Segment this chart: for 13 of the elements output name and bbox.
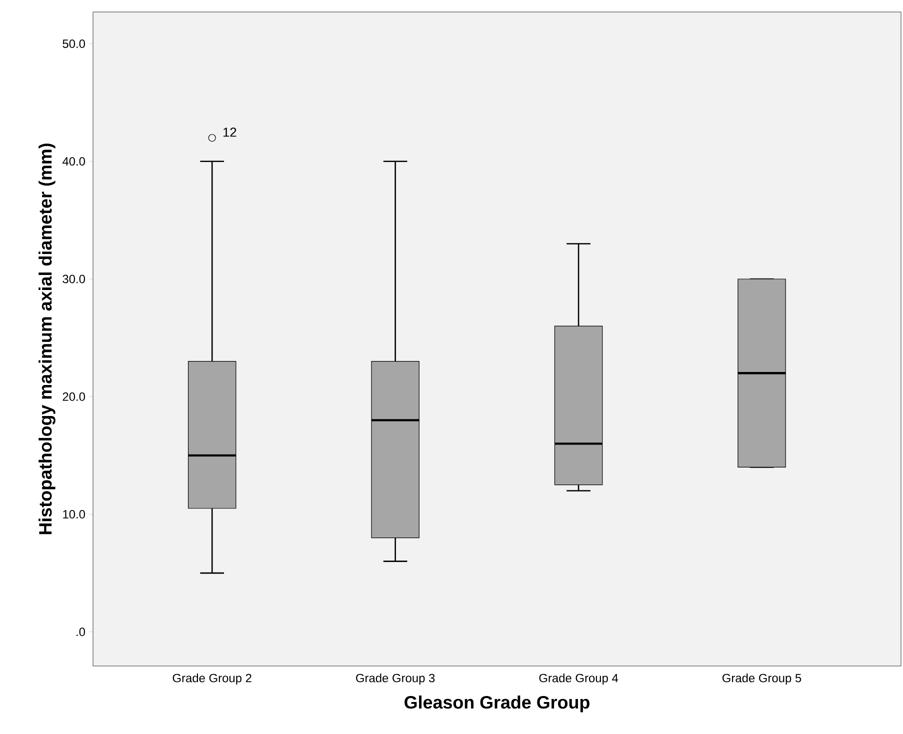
annotation: 12	[223, 128, 236, 137]
x-tick-label: Grade Group 3	[356, 674, 435, 685]
x-tick-label: Grade Group 4	[539, 674, 618, 685]
y-tick-label: 30.0	[62, 274, 86, 284]
y-tick-label: 40.0	[62, 157, 86, 166]
y-tick-label: 50.0	[62, 40, 86, 48]
x-axis-title: Gleason Grade Group	[404, 696, 590, 712]
x-tick-label: Grade Group 5	[722, 674, 802, 685]
y-tick-label: 20.0	[62, 392, 86, 401]
y-tick-label: .0	[76, 628, 86, 636]
y-axis-title: Histopathology maximum axial diameter (mm)	[38, 144, 56, 534]
y-tick-label: 10.0	[63, 510, 86, 518]
x-tick-label: Grade Group 2	[172, 674, 252, 685]
